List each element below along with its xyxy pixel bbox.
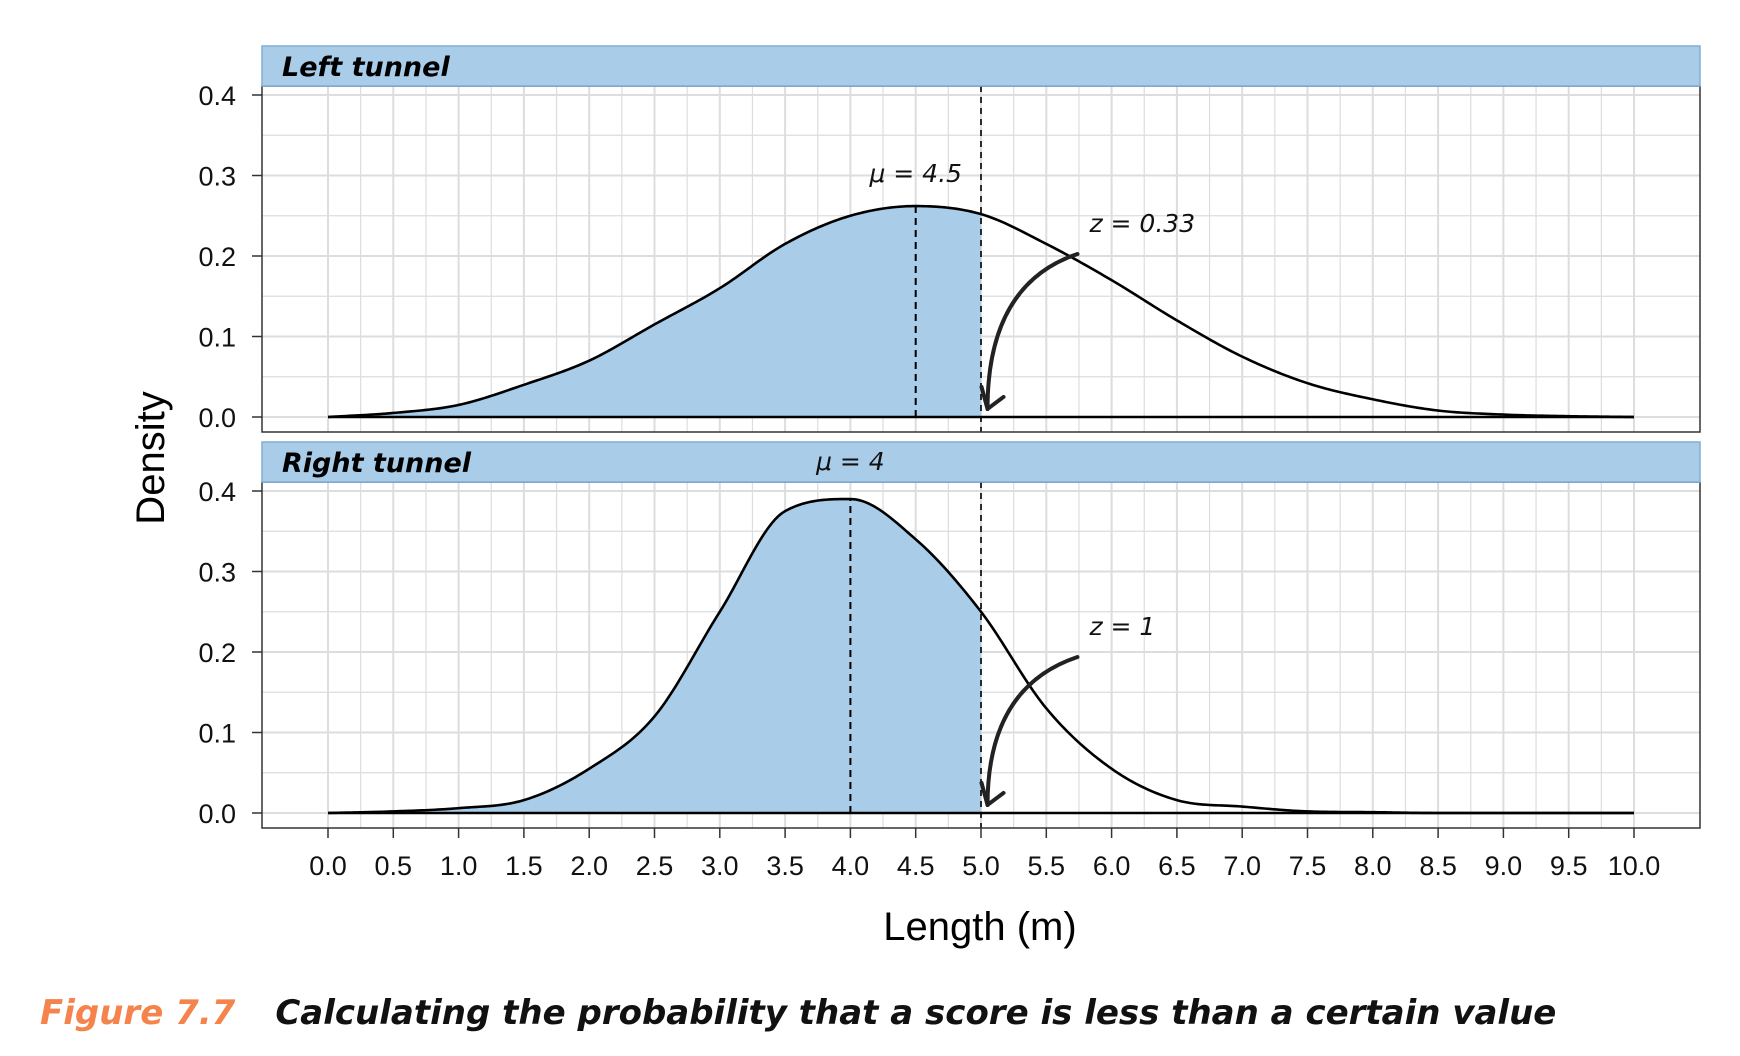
shaded-area	[328, 206, 981, 417]
y-tick-label: 0.3	[198, 558, 236, 588]
z-arrow-head	[979, 780, 1006, 807]
x-tick-label: 7.5	[1289, 851, 1327, 881]
panel-left-tunnel: Left tunnel 0.0 0.1 0.2 0.3 0.4 μ = 4.5 z = 0.3…	[198, 45, 1701, 433]
strip-background	[261, 45, 1701, 87]
strip-background	[261, 441, 1701, 483]
y-tick-label: 0.2	[198, 638, 236, 668]
x-tick-label: 3.0	[701, 851, 739, 881]
z-arrow	[985, 655, 1080, 807]
y-axis-title: Density	[129, 391, 173, 524]
z-label: z = 1	[1088, 612, 1155, 641]
y-tick-label: 0.1	[198, 323, 236, 353]
x-tick-label: 3.5	[766, 851, 804, 881]
caption-text: Calculating the probability that a score…	[275, 993, 1557, 1033]
mean-label: μ = 4.5	[868, 159, 962, 188]
shaded-area	[328, 499, 981, 813]
z-arrow-head	[979, 384, 1006, 411]
x-tick-label: 9.5	[1550, 851, 1588, 881]
x-axis-title: Length (m)	[883, 905, 1076, 949]
x-tick-label: 5.5	[1028, 851, 1066, 881]
y-tick-label: 0.3	[198, 162, 236, 192]
x-tick-label: 2.0	[570, 851, 608, 881]
z-arrow	[985, 252, 1080, 411]
x-tick-label: 9.0	[1485, 851, 1523, 881]
x-tick-label: 10.0	[1608, 851, 1661, 881]
x-tick-label: 2.5	[636, 851, 674, 881]
y-tick-label: 0.1	[198, 719, 236, 749]
figure-caption: Figure 7.7 Calculating the probability th…	[40, 993, 1556, 1033]
y-tick-label: 0.4	[198, 477, 236, 507]
y-tick-label: 0.0	[198, 799, 236, 829]
x-tick-label: 6.5	[1158, 851, 1196, 881]
strip-label: Right tunnel	[282, 448, 472, 479]
mean-label: μ = 4	[815, 447, 885, 476]
density-curve	[327, 204, 1635, 419]
x-tick-label: 6.0	[1093, 851, 1131, 881]
y-tick-label: 0.2	[198, 242, 236, 272]
x-tick-label: 7.0	[1223, 851, 1261, 881]
x-tick-label: 8.0	[1354, 851, 1392, 881]
z-label: z = 0.33	[1088, 209, 1195, 238]
strip-label: Left tunnel	[282, 52, 450, 83]
x-tick-label: 1.5	[505, 851, 543, 881]
x-axis: 0.0 0.5 1.0 1.5 2.0 2.5 3.0 3.5 4.0 4.5 5.0 5.5 6.0 6…	[309, 828, 1660, 881]
x-tick-label: 1.0	[440, 851, 478, 881]
y-tick-label: 0.4	[198, 81, 236, 111]
figure-number: Figure 7.7	[40, 993, 236, 1033]
x-tick-label: 0.5	[375, 851, 413, 881]
x-tick-label: 4.5	[897, 851, 935, 881]
x-tick-label: 8.5	[1419, 851, 1457, 881]
x-tick-label: 4.0	[832, 851, 870, 881]
panel-right-tunnel: Right tunnel 0.0 0.1 0.2 0.3 0.4 μ = 4 z = 1	[198, 441, 1701, 829]
x-tick-label: 0.0	[309, 851, 347, 881]
y-tick-label: 0.0	[198, 403, 236, 433]
x-tick-label: 5.0	[962, 851, 1000, 881]
